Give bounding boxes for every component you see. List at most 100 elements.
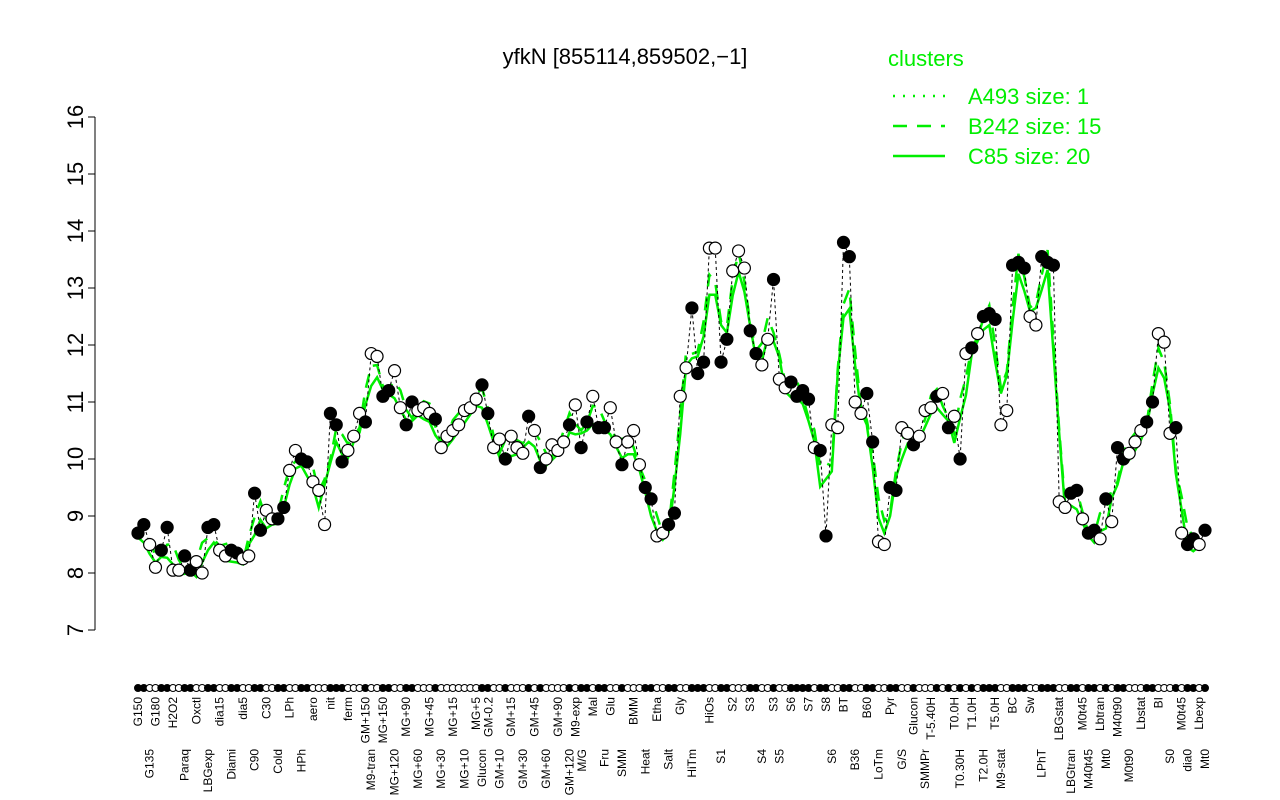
x-tick-label: S5: [772, 749, 786, 764]
data-point: [1075, 512, 1090, 526]
data-point: [755, 358, 769, 372]
x-tick-label: Cold: [271, 749, 285, 774]
data-point: [568, 398, 582, 412]
x-tick-label: MG+90: [399, 697, 413, 737]
data-point: [603, 401, 617, 415]
x-tick-label: S6: [825, 749, 839, 764]
x-tick-labels: G150 G135 G180 H2O2 Paraq Oxctl LBGexp dia15 Dia…: [131, 684, 1212, 795]
y-tick-label: 13: [63, 276, 88, 300]
data-point: [527, 423, 542, 438]
y-tick-label: 11: [63, 391, 88, 414]
x-tick-label: Etha: [650, 697, 664, 722]
data-point: [574, 441, 588, 455]
data-point: [819, 529, 833, 543]
data-point: [469, 392, 483, 406]
data-point: [248, 486, 262, 500]
x-tick-label: B36: [848, 749, 862, 771]
data-point: [877, 537, 891, 552]
legend-entry-a493: A493 size: 1: [968, 84, 1089, 109]
data-point: [889, 483, 903, 497]
x-tick-label: C30: [259, 697, 273, 719]
data-point: [644, 492, 658, 506]
data-point: [539, 452, 553, 466]
x-tick-label: Mt0: [1198, 749, 1212, 769]
data-point: [679, 361, 693, 375]
x-tick-label: S2: [726, 697, 740, 712]
data-point: [434, 441, 448, 455]
data-point: [597, 421, 612, 435]
y-axis: 7 8 9 10 11 12 13 14 15 16: [63, 105, 96, 636]
x-tick-label: Mal: [586, 697, 600, 716]
x-tick-label: LoTm: [872, 749, 886, 780]
legend-entry-b242: B242 size: 15: [968, 114, 1101, 139]
data-point: [242, 549, 256, 563]
cluster-c85-line: [137, 266, 1206, 580]
x-tick-label: Glu: [603, 697, 617, 716]
y-tick-label: 16: [63, 105, 88, 129]
x-tick-label: T0.0H: [947, 697, 961, 730]
data-point: [399, 418, 413, 432]
x-tick-label: BI: [1151, 697, 1165, 708]
data-point: [370, 349, 384, 363]
legend-title: clusters: [888, 46, 964, 71]
y-tick-label: 10: [63, 447, 88, 471]
x-tick-label: M40t90: [1111, 697, 1125, 737]
x-tick-label: Fru: [597, 749, 611, 767]
x-tick-label: Oxctl: [189, 697, 203, 724]
data-point: [317, 517, 332, 532]
legend: clusters A493 size: 1 B242 size: 15 C85 …: [888, 46, 1101, 169]
x-tick-label: ferm: [341, 697, 355, 721]
data-point: [953, 452, 967, 466]
x-tick-label: MG+10: [458, 749, 472, 789]
x-tick-label: Diami: [224, 749, 238, 780]
data-point: [860, 386, 874, 401]
x-tick-label: Sw: [1023, 697, 1037, 714]
data-point: [172, 563, 186, 577]
data-point: [936, 386, 950, 401]
data-point: [1046, 258, 1061, 272]
data-point: [137, 517, 151, 532]
data-point: [1140, 415, 1154, 429]
data-point: [638, 480, 652, 495]
x-tick-label: S4: [755, 749, 769, 764]
x-tick-label: B60: [860, 697, 874, 719]
data-point: [271, 512, 285, 526]
data-point: [866, 435, 880, 449]
data-point: [562, 418, 577, 432]
data-point: [1017, 261, 1031, 275]
x-tick-label: GM+90: [551, 697, 565, 737]
x-tick-label: GM+30: [516, 749, 530, 789]
x-tick-label: S8: [819, 697, 833, 712]
x-tick-label: M9-exp: [568, 697, 582, 737]
y-tick-label: 7: [63, 624, 88, 636]
data-point: [195, 566, 209, 580]
x-tick-label: G180: [149, 697, 163, 727]
y-tick-label: 12: [63, 333, 88, 357]
x-tick-label: LPhT: [1035, 748, 1049, 777]
x-tick-label: S3: [767, 697, 781, 712]
data-point: [498, 452, 512, 466]
data-point: [941, 421, 956, 435]
data-point: [994, 418, 1008, 432]
x-tick-label: Lbexp: [1192, 697, 1206, 730]
data-point: [749, 346, 763, 361]
x-tick-label: G/S: [895, 749, 909, 770]
data-point: [1110, 441, 1125, 455]
x-tick-label: HiOs: [702, 697, 716, 724]
data-point: [621, 435, 635, 449]
x-tick-label: BMM: [627, 697, 641, 725]
legend-entry-c85: C85 size: 20: [968, 144, 1090, 169]
x-tick-label: M9-stat: [994, 748, 1008, 789]
x-tick-label: MG+5: [469, 697, 483, 730]
x-tick-label: GM+45: [528, 697, 542, 737]
x-tick-label: BT: [837, 696, 851, 712]
data-point: [696, 355, 711, 369]
data-point: [382, 384, 396, 398]
data-point: [731, 244, 746, 258]
data-point: [848, 395, 862, 409]
x-tick-label: Mt0: [1099, 749, 1113, 769]
x-tick-label: dia15: [213, 697, 227, 727]
x-tick-label: Pyr: [883, 697, 897, 715]
data-point: [854, 406, 868, 420]
data-point: [726, 264, 740, 278]
